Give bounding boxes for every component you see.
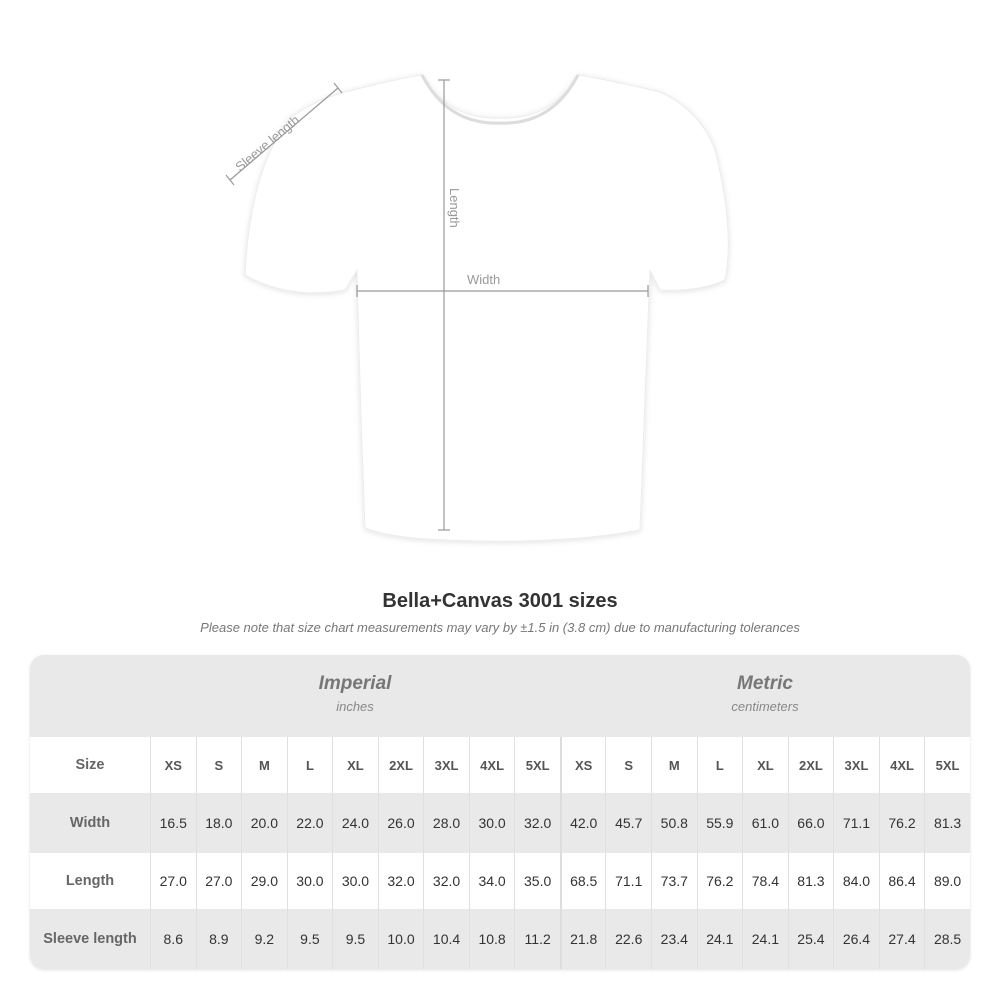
size-metric-cell: XS [559, 737, 606, 793]
value-metric-cell: 22.6 [605, 909, 651, 969]
tolerance-note: Please note that size chart measurements… [200, 620, 800, 635]
value-imperial-cell: 10.0 [377, 909, 424, 969]
imperial-unit: inches [336, 699, 374, 714]
tshirt-collar [420, 74, 580, 125]
row-label: Sleeve length [43, 931, 137, 947]
value-metric-cell: 24.1 [742, 909, 788, 969]
value-metric-cell: 68.5 [559, 853, 606, 909]
value-metric-cell: 81.3 [924, 793, 970, 853]
value-imperial-cell: 8.9 [195, 909, 242, 969]
value-imperial-cell: 29.0 [241, 853, 287, 909]
value-imperial-cell: 22.0 [286, 793, 333, 853]
value-imperial-cell: 30.0 [332, 853, 378, 909]
size-metric-cell: S [605, 737, 651, 793]
row-label: Length [65, 873, 115, 889]
metric-header: Metric centimeters [560, 655, 970, 737]
imperial-label: Imperial [318, 673, 392, 694]
value-metric-cell: 71.1 [833, 793, 879, 853]
value-metric-cell: 84.0 [833, 853, 879, 909]
length-label: Length [447, 188, 462, 228]
value-imperial-cell: 34.0 [468, 853, 515, 909]
size-imperial-cell: 3XL [423, 737, 469, 793]
value-imperial-cell: 26.0 [377, 793, 424, 853]
value-imperial-cell: 30.0 [286, 853, 333, 909]
value-metric-cell: 42.0 [559, 793, 606, 853]
page-title: Bella+Canvas 3001 sizes [382, 590, 618, 612]
value-imperial-cell: 27.0 [195, 853, 242, 909]
size-header-row: Size XS S M L XL 2XL 3XL 4XL 5XL XS S M L XL 2XL 3XL 4XL 5… [30, 737, 970, 793]
size-imperial-cell: 5XL [514, 737, 560, 793]
value-imperial-cell: 35.0 [514, 853, 560, 909]
value-imperial-cell: 24.0 [332, 793, 378, 853]
size-imperial-cell: L [286, 737, 333, 793]
table-row: Width 16.5 18.0 20.0 22.0 24.0 26.0 28.0 30.0 32.… [30, 793, 970, 853]
value-metric-cell: 78.4 [742, 853, 788, 909]
value-imperial-cell: 20.0 [241, 793, 287, 853]
value-imperial-cell: 11.2 [514, 909, 560, 969]
table-row: Sleeve length 8.6 8.9 9.2 9.5 9.5 10.0 10.4 10.8… [30, 909, 970, 969]
row-label: Width [69, 815, 111, 831]
value-metric-cell: 23.4 [651, 909, 697, 969]
value-metric-cell: 24.1 [696, 909, 743, 969]
value-metric-cell: 50.8 [651, 793, 697, 853]
sleeve-arrow-end [333, 82, 343, 94]
tshirt-shape [244, 74, 729, 542]
value-imperial-cell: 16.5 [150, 793, 196, 853]
value-imperial-cell: 27.0 [150, 853, 196, 909]
size-imperial-cell: M [241, 737, 287, 793]
size-imperial-cell: S [195, 737, 242, 793]
size-metric-cell: M [651, 737, 697, 793]
sleeve-arrow-end [225, 174, 235, 186]
size-imperial-cell: XL [332, 737, 378, 793]
size-metric-cell: 5XL [924, 737, 970, 793]
value-metric-cell: 89.0 [924, 853, 970, 909]
value-metric-cell: 61.0 [742, 793, 788, 853]
size-imperial-cell: 4XL [468, 737, 515, 793]
value-imperial-cell: 28.0 [423, 793, 469, 853]
value-metric-cell: 26.4 [833, 909, 879, 969]
value-imperial-cell: 10.8 [468, 909, 515, 969]
value-imperial-cell: 32.0 [423, 853, 469, 909]
value-imperial-cell: 18.0 [195, 793, 242, 853]
value-imperial-cell: 32.0 [377, 853, 424, 909]
size-table: Imperial inches Metric centimeters Size X… [30, 655, 970, 969]
table-row: Length 27.0 27.0 29.0 30.0 30.0 32.0 32.0 34.0 35… [30, 853, 970, 909]
value-imperial-cell: 9.5 [286, 909, 333, 969]
value-metric-cell: 71.1 [605, 853, 651, 909]
size-imperial-cell: XS [150, 737, 196, 793]
value-metric-cell: 66.0 [787, 793, 834, 853]
size-metric-cell: 2XL [787, 737, 834, 793]
value-imperial-cell: 10.4 [423, 909, 469, 969]
tshirt-diagram: Sleeve length Length Width [225, 74, 729, 542]
value-imperial-cell: 30.0 [468, 793, 515, 853]
imperial-header: Imperial inches [150, 655, 560, 737]
value-metric-cell: 81.3 [787, 853, 834, 909]
value-metric-cell: 55.9 [696, 793, 743, 853]
value-imperial-cell: 9.5 [332, 909, 378, 969]
metric-label: Metric [737, 673, 793, 694]
size-metric-cell: L [696, 737, 743, 793]
value-metric-cell: 27.4 [878, 909, 925, 969]
sleeve-arrow [229, 87, 339, 181]
size-imperial-cell: 2XL [377, 737, 424, 793]
value-metric-cell: 76.2 [878, 793, 925, 853]
value-metric-cell: 45.7 [605, 793, 651, 853]
metric-unit: centimeters [731, 699, 799, 714]
value-metric-cell: 73.7 [651, 853, 697, 909]
value-metric-cell: 21.8 [559, 909, 606, 969]
value-imperial-cell: 32.0 [514, 793, 560, 853]
size-metric-cell: XL [742, 737, 788, 793]
row-label: Size [75, 757, 105, 773]
value-imperial-cell: 8.6 [150, 909, 196, 969]
size-metric-cell: 4XL [878, 737, 925, 793]
value-metric-cell: 25.4 [787, 909, 834, 969]
width-label: Width [467, 272, 500, 287]
value-imperial-cell: 9.2 [241, 909, 287, 969]
size-metric-cell: 3XL [833, 737, 879, 793]
value-metric-cell: 76.2 [696, 853, 743, 909]
value-metric-cell: 28.5 [924, 909, 970, 969]
value-metric-cell: 86.4 [878, 853, 925, 909]
